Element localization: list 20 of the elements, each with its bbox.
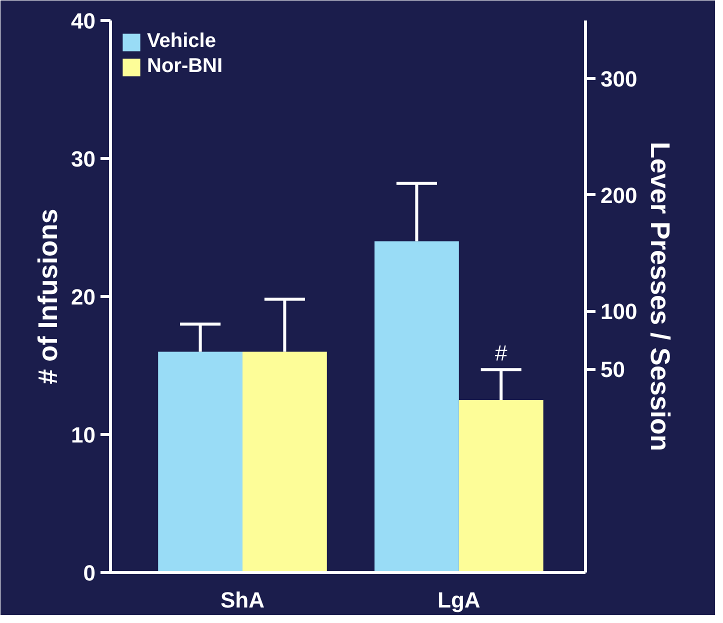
y2-tick-label: 300 [600, 66, 638, 92]
y2-axis-title: Lever Presses / Session [645, 142, 676, 452]
legend-label: Vehicle [147, 30, 216, 53]
bar [458, 400, 544, 572]
y-tick-label: 10 [71, 422, 96, 448]
x-tick-label: ShA [220, 588, 265, 612]
bar [158, 352, 243, 572]
y-tick-label: 40 [71, 8, 96, 34]
bar [374, 241, 459, 572]
y2-tick-label: 100 [600, 299, 638, 324]
y-tick-label: 0 [83, 560, 96, 586]
y-axis-title: # of Infusions [33, 208, 64, 384]
y2-tick-label: 200 [600, 182, 638, 208]
x-tick-label: LgA [438, 588, 480, 612]
annotation: # [494, 340, 508, 366]
bar [242, 352, 327, 572]
y-tick-label: 20 [71, 284, 96, 310]
y2-tick-label: 50 [600, 357, 625, 382]
y-tick-label: 30 [71, 146, 96, 172]
legend-label: Nor-BNI [147, 55, 223, 78]
